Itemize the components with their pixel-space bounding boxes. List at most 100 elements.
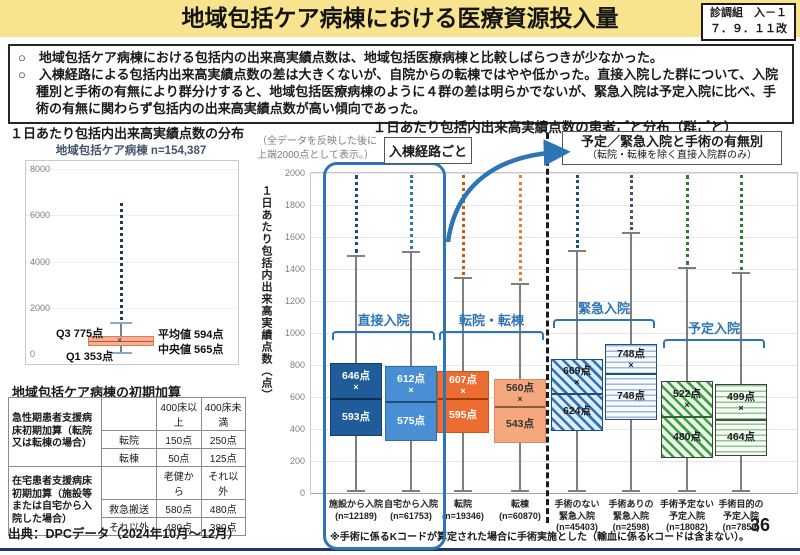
outlier-dots [461,175,465,275]
group-label-0: 直接入院 [357,313,410,328]
mean-marker: × [460,385,466,396]
median-line [716,418,766,421]
y-tick-label: 1600 [284,232,305,242]
reference-line-1: 診調組 入－１ [710,7,787,19]
whisker-cap [568,490,586,492]
right-boxplot-chart: 0 200 400 600 800 1000 1200 1400 1600 1800 2000 646… [285,168,798,532]
box-upper-labels: 560点 × [495,380,545,408]
table-cell [101,397,157,431]
table-row: 在宅患者支援病床初期加算（施設等または自宅から入院した場合） 老健から それ以外 [8,466,246,536]
admission-route-label-box: 入棟経路ごと [384,137,472,164]
box-upper-labels: 499点 × [716,385,766,420]
whisker [630,420,632,492]
gridline [311,333,797,334]
box-lower-labels: 464点 [716,421,766,455]
median-line [438,397,488,400]
table-cell: 転院 [101,430,157,449]
group-label-2: 緊急入院 [577,301,630,316]
outlier-dots [739,175,743,271]
reference-number-box: 診調組 入－１ ７．９．１１改 [701,3,796,41]
y-tick-label: 1200 [284,296,305,306]
y-tick-label: 0 [30,349,36,359]
whisker-cap [732,272,750,275]
whisker-cap [732,490,750,492]
whisker-cap [511,283,529,286]
mean-marker: × [353,381,359,392]
median-line [331,398,381,400]
group-bracket-3 [663,339,765,348]
x-label-2: 転院 (n=19346) [442,499,484,521]
table-title: 地域包括ケア病棟の初期加算 [12,385,182,400]
table-cell: 580点 [156,499,202,518]
outlier-dots [575,175,579,248]
table-cell: 400床以上 [156,397,202,431]
right-chart-y-axis-label: １日あたり包括内出来高実績点数（点） [260,185,272,401]
left-box [88,336,154,346]
x-label-1: 自宅から入院 (n=61753) [383,499,438,521]
box-6: 522点 × 480点 [661,381,713,458]
y-tick-label: 800 [289,360,305,370]
median-value-label: 593点 [341,410,371,423]
box-1: 612点 × 575点 [385,365,437,441]
table-cell: 400床未満 [200,397,246,431]
whisker [355,436,357,492]
whisker [120,321,122,337]
table-cell: 老健から [156,466,202,500]
mean-value-label: 607点 [448,373,478,386]
whisker [462,277,464,371]
summary-bullet-2: 入棟経路による包括内出来高実績点数の差は大きくないが、自院からの転棟ではやや低か… [18,66,784,117]
whisker [576,430,578,492]
group-label-3: 予定入院 [687,321,740,336]
median-line [552,393,602,395]
left-chart-subtitle: 地域包括ケア病棟 n=154,387 [55,145,207,157]
mean-marker: × [517,393,523,404]
table-group-header-0: 急性期患者支援病床初期加算（転院又は転棟の場合） [8,397,102,467]
mean-marker: × [628,360,634,371]
gridline [26,307,238,309]
whisker [686,457,688,492]
table-row: 転棟 50点 125点 [9,448,246,467]
whisker [355,254,357,363]
table-cell: 380点 [200,517,246,536]
source-note: 出典：DPCデータ（2024年10月～12月） [8,527,241,541]
y-tick-label: 2000 [30,302,51,313]
median-line [495,406,545,408]
surgery-kcode-footnote: ※手術に係るKコードが算定された場合に手術実施とした（輸血に係るKコードは含まな… [330,532,750,543]
mean-marker: × [574,377,580,388]
outlier-dots [629,175,633,231]
median-line [606,373,656,376]
box-lower-labels: 593点 [331,400,381,435]
x-label-7: 手術目的の 予定入院 (n=7859) [718,499,764,533]
y-tick-label: 1400 [284,264,305,274]
gridline [311,237,797,238]
median-label: 中央値 565点 [158,344,224,356]
whisker [630,232,632,345]
whisker-cap [110,352,132,354]
group-bracket-1 [439,331,544,340]
y-tick-label: 600 [289,392,305,402]
initial-addition-table: 急性期患者支援病床初期加算（転院又は転棟の場合） 400床以上 400床未満 転院 15… [8,397,246,536]
outlier-dots [518,175,522,282]
reference-line-2: ７．９．１１改 [710,22,787,35]
whisker-cap [110,321,132,324]
mean-label: 平均値 594点 [158,329,224,341]
median-value-label: 748点 [616,390,646,403]
box-upper-labels: 646点 × [331,364,381,400]
whisker-cap [511,490,529,492]
whisker [740,456,742,492]
whisker [120,345,122,352]
y-tick-label: 1800 [284,200,305,210]
table-cell: 転棟 [101,448,157,467]
mean-value-label: 612点 [396,373,426,386]
q3-label: Q3 775点 [56,328,104,340]
box-lower-labels: 624点 [552,395,602,429]
whisker [740,272,742,385]
gridline [26,261,238,263]
table-row: それ以外 480点 380点 [9,517,246,536]
box-upper-labels: 669点 × [552,360,602,395]
x-label-4: 手術のない 緊急入院 (n=45403) [554,499,600,533]
gridline [26,169,238,170]
whisker-cap [678,267,696,270]
display-cap-note: （全データを反映した後に 上端2000点として表示。） [257,136,377,161]
mean-marker: × [408,384,414,395]
